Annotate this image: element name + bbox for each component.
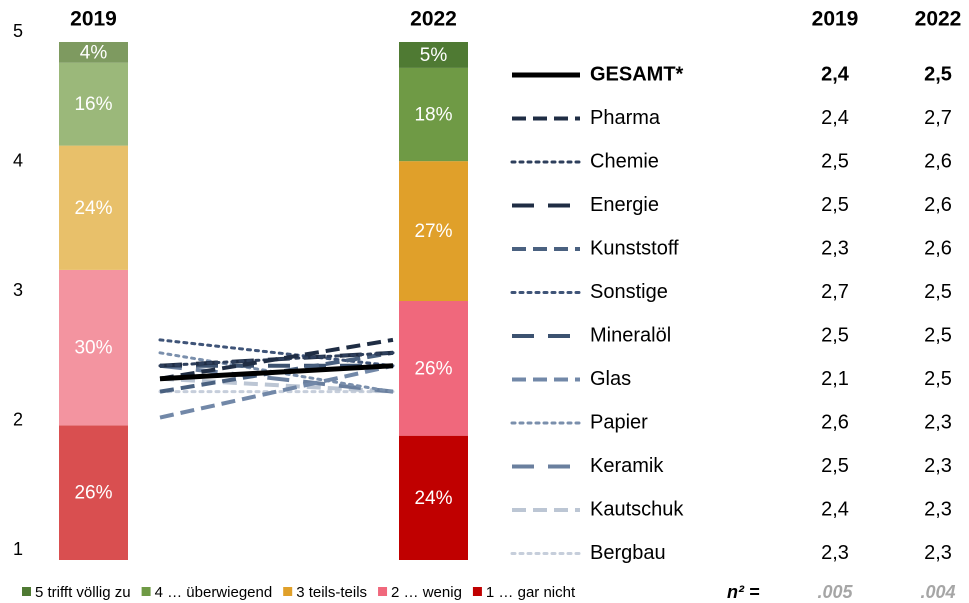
industry-name: Kunststoff	[590, 237, 679, 259]
bar-label: 27%	[414, 221, 452, 242]
year-label: 2019	[70, 8, 117, 31]
bar-segment	[59, 145, 128, 270]
legend-label: 2 … wenig	[391, 584, 462, 601]
industry-line	[158, 338, 395, 368]
bar-segment	[59, 425, 128, 560]
table-value: 2,5	[821, 324, 849, 346]
industry-name: Pharma	[590, 107, 661, 129]
bar-label: 30%	[74, 338, 112, 359]
table-value: 2,5	[821, 194, 849, 216]
y-tick-label: 3	[13, 280, 23, 300]
bar-segment	[59, 62, 128, 146]
table-value: 2,6	[821, 411, 849, 433]
bar-segment	[399, 301, 468, 436]
industry-line	[159, 363, 394, 382]
table-value: 2,7	[924, 107, 952, 129]
industry-line	[159, 363, 394, 394]
table-value: 2,3	[821, 542, 849, 564]
y-tick-label: 1	[13, 539, 23, 559]
table-value: 2,6	[924, 237, 952, 259]
industry-line	[158, 351, 395, 368]
legend-swatch	[378, 587, 388, 596]
n2-value: .005	[817, 582, 853, 602]
industry-name: Energie	[590, 194, 659, 216]
table-value: 2,5	[924, 63, 952, 85]
industry-line	[159, 363, 394, 420]
industry-name: Bergbau	[590, 542, 666, 564]
bar-segment	[59, 269, 128, 426]
y-tick-label: 4	[13, 150, 23, 170]
bar-label: 18%	[414, 105, 452, 126]
legend-swatch	[22, 587, 31, 596]
table-value: 2,6	[924, 150, 952, 172]
n2-label: n² =	[727, 582, 760, 602]
table-value: 2,7	[821, 281, 849, 303]
legend-label: 1 … gar nicht	[486, 584, 576, 601]
industry-name: Chemie	[590, 150, 659, 172]
table-value: 2,3	[924, 498, 952, 520]
y-tick-label: 2	[13, 409, 23, 429]
industry-name: Keramik	[590, 455, 664, 477]
table-value: 2,3	[924, 411, 952, 433]
table-value: 2,4	[821, 107, 849, 129]
bar-label: 5%	[420, 45, 448, 66]
table-value: 2,3	[821, 237, 849, 259]
bar-label: 24%	[74, 198, 112, 219]
industry-name: GESAMT*	[590, 63, 684, 85]
legend-label: 5 trifft völlig zu	[35, 584, 131, 601]
bar-label: 24%	[414, 488, 452, 509]
n2-value: .004	[920, 582, 955, 602]
industry-line	[159, 337, 394, 381]
bar-label: 26%	[74, 483, 112, 504]
table-value: 2,1	[821, 368, 849, 390]
industry-line	[159, 376, 394, 394]
legend-swatch	[283, 587, 293, 596]
bar-segment	[399, 42, 468, 68]
bar-label: 16%	[74, 94, 112, 115]
year-label: 2022	[410, 8, 457, 31]
table-value: 2,5	[924, 324, 952, 346]
table-value: 2,3	[924, 542, 952, 564]
y-tick-label: 5	[13, 21, 23, 41]
industry-name: Mineralöl	[590, 324, 671, 346]
table-value: 2,6	[924, 194, 952, 216]
table-header: 2022	[915, 8, 962, 31]
table-value: 2,3	[924, 455, 952, 477]
industry-name: Papier	[590, 411, 648, 433]
table-value: 2,4	[821, 63, 850, 85]
legend-swatch	[141, 587, 151, 596]
industry-name: Kautschuk	[590, 498, 684, 520]
bar-segment	[59, 42, 128, 63]
table-value: 2,5	[821, 150, 849, 172]
table-value: 2,4	[821, 498, 849, 520]
table-value: 2,5	[821, 455, 849, 477]
industry-line	[158, 351, 395, 394]
industry-name: Glas	[590, 368, 631, 390]
table-header: 2019	[812, 8, 859, 31]
table-value: 2,5	[924, 281, 952, 303]
legend-swatch	[472, 587, 482, 596]
legend-label: 4 … überwiegend	[155, 584, 273, 601]
bar-segment	[399, 67, 468, 162]
bar-segment	[399, 161, 468, 301]
bar-label: 26%	[414, 358, 452, 379]
bar-label: 4%	[80, 42, 108, 63]
industry-name: Sonstige	[590, 281, 668, 303]
legend-label: 3 teils-teils	[296, 584, 367, 601]
table-value: 2,5	[924, 368, 952, 390]
bar-segment	[399, 435, 468, 560]
